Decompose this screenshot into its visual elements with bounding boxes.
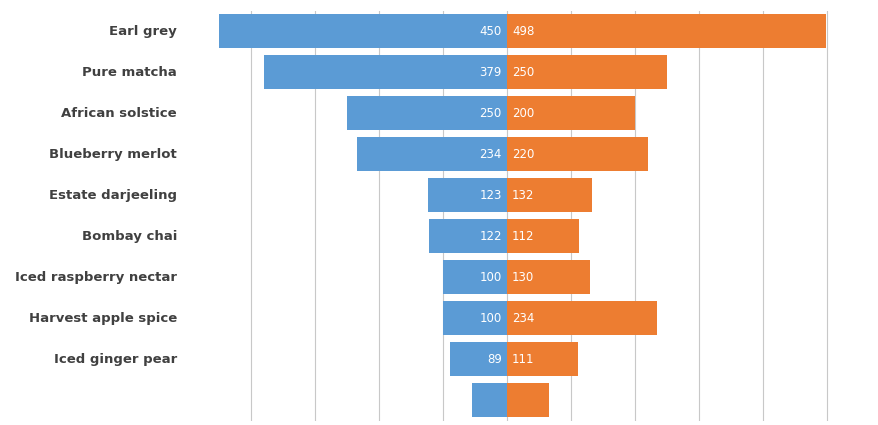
Bar (507, 178, 591, 212)
Bar (507, 261, 590, 294)
Text: Blueberry merlot: Blueberry merlot (49, 147, 176, 161)
Bar (507, 137, 647, 171)
Text: 234: 234 (512, 312, 534, 325)
Text: 130: 130 (512, 271, 534, 284)
Text: 112: 112 (512, 230, 534, 243)
Bar (507, 14, 825, 48)
Bar (428, 219, 507, 253)
Text: 122: 122 (479, 230, 501, 243)
Text: 250: 250 (512, 65, 534, 79)
Text: 450: 450 (479, 25, 501, 38)
Bar (443, 261, 507, 294)
Text: Harvest apple spice: Harvest apple spice (29, 312, 176, 325)
Text: 132: 132 (512, 189, 534, 202)
Bar (219, 14, 507, 48)
Bar (471, 383, 507, 417)
Text: 379: 379 (479, 65, 501, 79)
Bar (507, 219, 578, 253)
Text: Iced raspberry nectar: Iced raspberry nectar (15, 271, 176, 284)
Text: 200: 200 (512, 107, 534, 120)
Text: 100: 100 (479, 312, 501, 325)
Bar (507, 55, 666, 89)
Text: 111: 111 (512, 353, 534, 366)
Text: 498: 498 (512, 25, 534, 38)
Bar (507, 301, 656, 335)
Bar (507, 343, 578, 376)
Text: African solstice: African solstice (61, 107, 176, 120)
Bar (356, 137, 507, 171)
Text: Iced ginger pear: Iced ginger pear (54, 353, 176, 366)
Bar (263, 55, 507, 89)
Text: 100: 100 (479, 271, 501, 284)
Bar (507, 383, 548, 417)
Text: Bombay chai: Bombay chai (82, 230, 176, 243)
Text: 89: 89 (486, 353, 501, 366)
Bar (428, 178, 507, 212)
Text: 220: 220 (512, 147, 534, 161)
Text: Earl grey: Earl grey (109, 25, 176, 38)
Text: 250: 250 (479, 107, 501, 120)
Bar (507, 96, 635, 130)
Text: Estate darjeeling: Estate darjeeling (49, 189, 176, 202)
Bar (450, 343, 507, 376)
Text: 123: 123 (479, 189, 501, 202)
Bar (443, 301, 507, 335)
Bar (347, 96, 507, 130)
Text: 234: 234 (479, 147, 501, 161)
Text: Pure matcha: Pure matcha (83, 65, 176, 79)
